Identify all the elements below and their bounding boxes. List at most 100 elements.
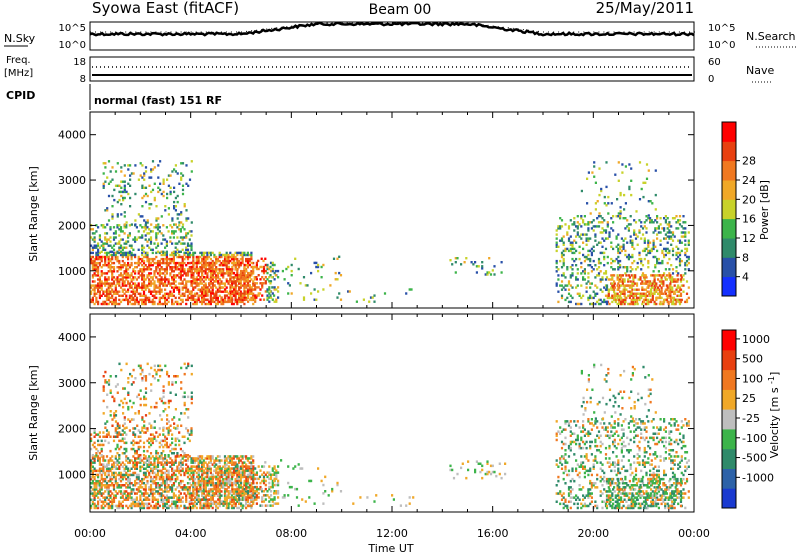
power-cell <box>98 282 101 285</box>
power-cell <box>239 257 242 261</box>
power-cell <box>668 235 671 238</box>
power-cell <box>148 259 151 263</box>
velocity-cell <box>248 488 251 491</box>
power-cell <box>630 294 633 297</box>
velocity-cell <box>116 506 119 510</box>
power-cell <box>274 274 277 277</box>
power-cell <box>209 264 212 267</box>
velocity-cell <box>171 502 174 506</box>
power-cell <box>229 286 232 289</box>
velocity-cell <box>144 486 147 489</box>
power-cell <box>222 302 225 306</box>
velocity-cell <box>250 482 253 485</box>
power-cell <box>607 212 610 215</box>
power-cell <box>227 255 230 259</box>
power-cell <box>123 223 126 226</box>
power-cell <box>586 177 589 180</box>
velocity-cell <box>225 457 228 460</box>
power-cell <box>638 253 641 257</box>
velocity-cell <box>174 469 177 473</box>
power-cell <box>652 245 655 248</box>
power-cell <box>224 294 227 297</box>
power-cell <box>202 255 205 259</box>
velocity-cell <box>114 467 117 470</box>
power-cell <box>186 290 190 293</box>
power-cell <box>675 245 678 248</box>
power-cell <box>112 261 116 265</box>
velocity-cell <box>118 431 121 434</box>
power-cell <box>123 242 126 245</box>
power-cell <box>573 223 576 226</box>
power-cell <box>130 286 133 289</box>
power-cell <box>678 215 682 218</box>
power-cell <box>567 300 571 304</box>
power-cell <box>121 251 124 255</box>
power-cell <box>186 242 190 245</box>
power-cell <box>199 261 202 265</box>
power-cell <box>250 290 253 293</box>
velocity-cell <box>98 488 101 491</box>
power-cell <box>196 267 199 271</box>
velocity-cell <box>218 492 221 495</box>
power-cell <box>604 229 608 232</box>
power-cell <box>149 261 153 265</box>
velocity-cell <box>112 498 116 501</box>
velocity-cell <box>137 500 140 503</box>
power-cell <box>148 232 151 235</box>
power-cell <box>685 298 689 302</box>
velocity-cell <box>186 469 190 473</box>
velocity-cell <box>100 473 103 477</box>
velocity-cell <box>134 433 137 436</box>
power-cell <box>222 282 225 285</box>
power-cell <box>245 259 248 263</box>
velocity-cell <box>234 498 237 501</box>
power-cell <box>165 270 168 273</box>
power-cell <box>165 261 168 265</box>
power-cell <box>167 261 170 265</box>
velocity-cell <box>167 484 170 487</box>
nave-label: Nave <box>746 64 774 77</box>
power-cell <box>95 244 98 247</box>
power-cell <box>158 251 161 255</box>
power-cell <box>150 203 153 206</box>
velocity-cell <box>139 461 142 464</box>
power-cell <box>576 292 579 295</box>
power-cell <box>238 300 241 303</box>
velocity-cell <box>97 439 100 443</box>
power-cell <box>603 219 606 222</box>
power-cell <box>156 226 160 229</box>
velocity-cell <box>183 459 186 462</box>
power-cell <box>123 284 126 287</box>
power-cell <box>112 280 116 283</box>
power-cell <box>109 296 112 300</box>
power-cell <box>671 249 675 253</box>
power-cell <box>597 261 601 265</box>
power-cell <box>649 217 652 220</box>
power-cell <box>243 298 246 302</box>
power-cell <box>635 298 639 302</box>
power-cell <box>621 292 624 295</box>
velocity-cell <box>202 498 205 501</box>
power-cell <box>149 284 153 287</box>
power-cell <box>624 266 627 269</box>
power-cell <box>192 267 195 271</box>
power-cell <box>611 282 614 285</box>
power-cell <box>271 261 274 265</box>
power-cell <box>118 224 121 227</box>
velocity-cell <box>193 496 197 499</box>
power-cell <box>562 243 565 246</box>
power-cell <box>241 253 244 257</box>
power-cell <box>183 242 186 245</box>
velocity-cell <box>134 504 137 508</box>
velocity-cell <box>160 457 163 460</box>
velocity-cell <box>121 473 124 477</box>
power-cell <box>220 298 223 302</box>
velocity-cell <box>230 494 234 497</box>
velocity-cell <box>156 490 160 493</box>
power-cell <box>590 253 593 257</box>
power-cell <box>199 288 202 291</box>
power-cell <box>192 266 195 269</box>
power-cell <box>271 286 274 289</box>
power-cell <box>238 292 241 295</box>
velocity-cell <box>100 439 103 443</box>
